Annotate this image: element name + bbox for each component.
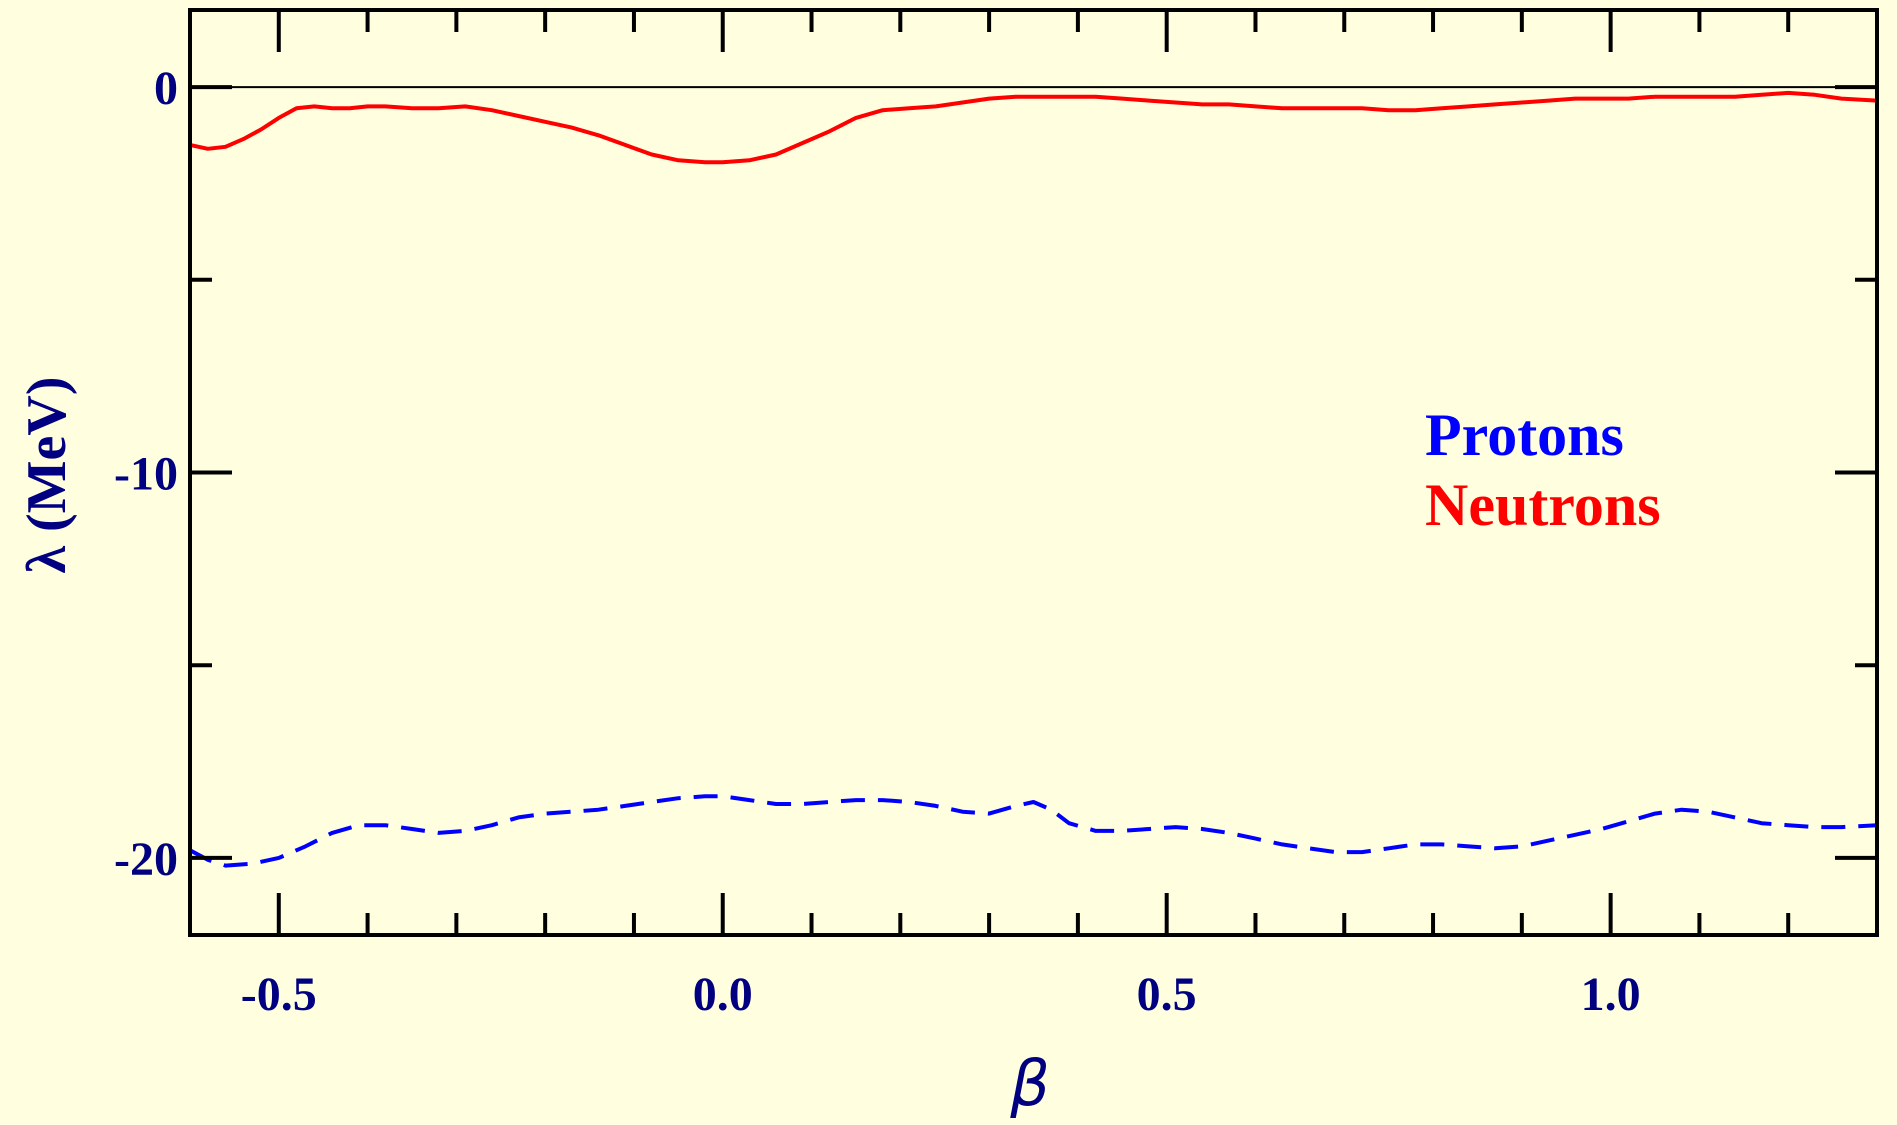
legend-label-protons: Protons — [1425, 402, 1624, 468]
series-line-protons — [189, 794, 1878, 868]
y-tick-label: -20 — [114, 833, 178, 886]
data-layer — [189, 86, 1878, 868]
legend-label-neutrons: Neutrons — [1425, 472, 1661, 538]
x-tick-label: 0.0 — [693, 968, 753, 1021]
x-axis-title: β — [1009, 1047, 1050, 1120]
x-tick-label: 1.0 — [1581, 968, 1641, 1021]
y-tick-label: -10 — [114, 448, 178, 501]
y-axis-title: λ (MeV) — [16, 377, 78, 574]
axis-ticks — [190, 10, 1877, 935]
y-tick-label: 0 — [154, 62, 178, 115]
x-tick-label: 0.5 — [1137, 968, 1197, 1021]
plot-frame — [188, 8, 1879, 937]
x-tick-label: -0.5 — [241, 968, 317, 1021]
legend: Protons Neutrons — [1425, 402, 1661, 538]
series-line-neutrons — [189, 90, 1878, 165]
tick-labels: -0.5 0.0 0.5 1.0 0 -10 -20 — [114, 62, 1641, 1021]
